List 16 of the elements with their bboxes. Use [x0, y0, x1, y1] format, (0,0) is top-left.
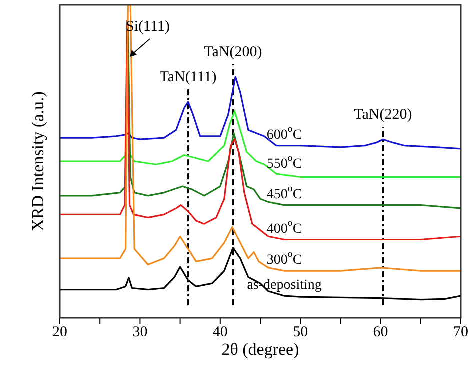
series-label: 550$^{o}$C	[266, 153, 302, 172]
x-tick-label: 50	[293, 324, 308, 341]
x-tick-label: 70	[454, 324, 468, 341]
y-axis-title: XRD Intensity (a.u.)	[28, 92, 48, 232]
ref-line-label: TaN(111)	[160, 70, 217, 86]
x-tick-label: 20	[52, 324, 68, 341]
series-label: 450$^{o}$C	[266, 183, 302, 202]
x-axis-title: 2θ (degree)	[222, 340, 300, 359]
x-tick-label: 30	[132, 324, 148, 341]
ref-line-label: TaN(220)	[354, 107, 412, 124]
x-tick-label: 40	[212, 324, 228, 341]
x-tick-label: 60	[373, 324, 388, 341]
series-label: 400$^{o}$C	[266, 218, 302, 236]
series-label: 300$^{o}$C	[266, 249, 302, 268]
ref-line-label: TaN(200)	[204, 44, 262, 60]
series-label: 600$^{o}$C	[266, 124, 302, 142]
